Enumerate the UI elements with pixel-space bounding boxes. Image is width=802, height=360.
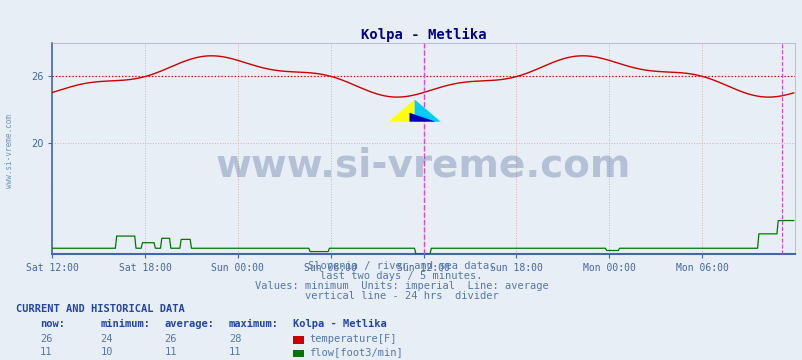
Text: www.si-vreme.com: www.si-vreme.com (5, 114, 14, 188)
Text: 11: 11 (229, 347, 241, 357)
Title: Kolpa - Metlika: Kolpa - Metlika (360, 28, 486, 42)
Text: 24: 24 (100, 334, 113, 344)
Text: Kolpa - Metlika: Kolpa - Metlika (293, 319, 387, 329)
Polygon shape (414, 99, 440, 122)
Polygon shape (388, 99, 414, 122)
Text: 26: 26 (40, 334, 53, 344)
Text: flow[foot3/min]: flow[foot3/min] (309, 347, 403, 357)
Text: maximum:: maximum: (229, 319, 278, 329)
Text: last two days / 5 minutes.: last two days / 5 minutes. (320, 271, 482, 281)
Text: 11: 11 (164, 347, 177, 357)
Text: 28: 28 (229, 334, 241, 344)
Text: CURRENT AND HISTORICAL DATA: CURRENT AND HISTORICAL DATA (16, 304, 184, 314)
Text: 11: 11 (40, 347, 53, 357)
Text: Slovenia / river and sea data.: Slovenia / river and sea data. (307, 261, 495, 271)
Text: average:: average: (164, 319, 214, 329)
Text: vertical line - 24 hrs  divider: vertical line - 24 hrs divider (304, 291, 498, 301)
Polygon shape (409, 113, 435, 122)
Text: temperature[F]: temperature[F] (309, 334, 396, 344)
Text: 10: 10 (100, 347, 113, 357)
Text: minimum:: minimum: (100, 319, 150, 329)
Text: Values: minimum  Units: imperial  Line: average: Values: minimum Units: imperial Line: av… (254, 281, 548, 291)
Text: now:: now: (40, 319, 65, 329)
Text: www.si-vreme.com: www.si-vreme.com (216, 147, 630, 184)
Text: 26: 26 (164, 334, 177, 344)
